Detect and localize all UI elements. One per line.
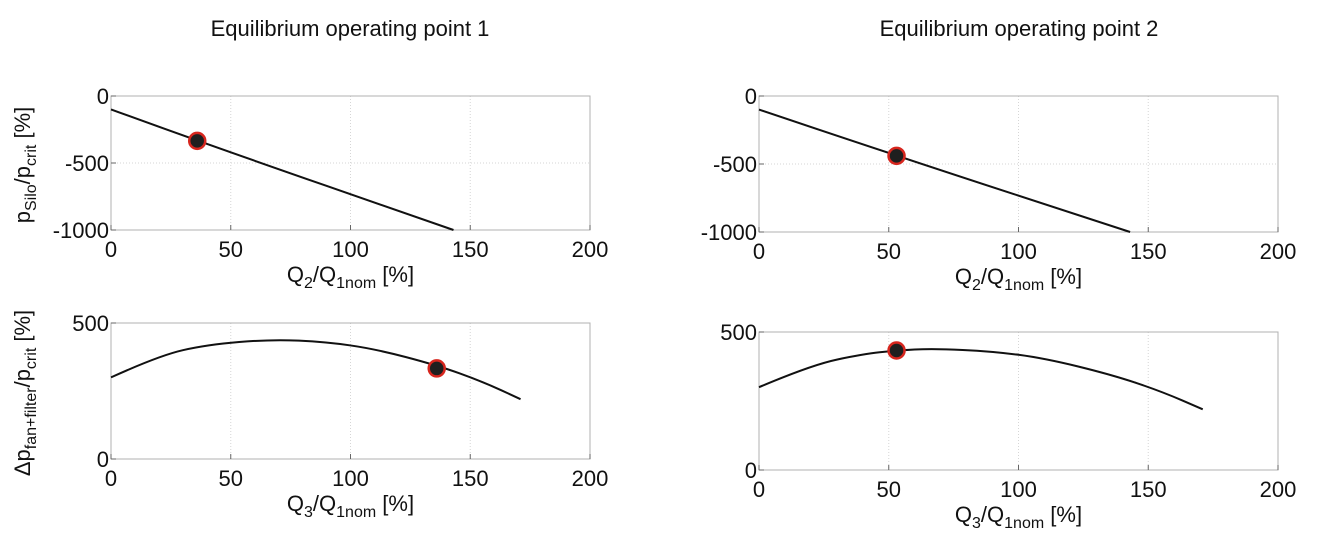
chart-title-2: Equilibrium operating point 2 <box>879 16 1159 41</box>
x-axis-label: Q3/Q1nom [%] <box>955 502 1082 532</box>
x-tick-label: 200 <box>572 466 609 491</box>
x-tick-label: 50 <box>219 466 243 491</box>
chart-panel-2: 0 50 100 150 200 0 500 Q3/Q1nom [%] Δpfan+filter… <box>10 310 608 521</box>
y-tick-label: 500 <box>72 311 109 336</box>
y-tick-label: 0 <box>97 447 109 472</box>
x-tick-label: 200 <box>572 237 609 262</box>
x-tick-label: 150 <box>452 466 489 491</box>
x-tick-label: 200 <box>1260 477 1297 502</box>
x-axis-label: Q2/Q1nom [%] <box>287 262 414 292</box>
x-tick-label: 0 <box>753 477 765 502</box>
series-line-1 <box>758 108 1131 233</box>
y-axis-label: Δpfan+filter/pcrit [%] <box>10 310 40 476</box>
y-tick-label: 0 <box>745 458 757 483</box>
x-tick-label: 100 <box>332 466 369 491</box>
y-axis-label: pSilo/pcrit [%] <box>10 107 40 224</box>
x-tick-label: 150 <box>1130 239 1167 264</box>
x-axis-label: Q2/Q1nom [%] <box>955 264 1082 294</box>
y-tick-label: -1000 <box>701 220 757 245</box>
x-tick-label: 200 <box>1260 239 1297 264</box>
chart-panel-1: 0 50 100 150 200 0 -500 -1000 Q2/Q1nom [%] pSilo/… <box>10 84 608 292</box>
equilibrium-point-marker <box>427 359 446 378</box>
equilibrium-point-marker <box>887 146 906 166</box>
y-tick-label: -1000 <box>53 218 109 243</box>
series-line-1 <box>110 108 454 231</box>
axes-frame <box>110 322 591 460</box>
x-tick-label: 100 <box>1000 239 1037 264</box>
x-tick-label: 0 <box>105 466 117 491</box>
x-tick-label: 0 <box>753 239 765 264</box>
chart-panel-3: 0 50 100 150 200 0 -500 -1000 Q2/Q1nom [%] <box>701 84 1297 294</box>
x-tick-label: 50 <box>877 239 901 264</box>
series-line-1 <box>758 348 1204 411</box>
chart-title-1: Equilibrium operating point 1 <box>210 16 490 41</box>
y-tick-label: 0 <box>97 84 109 109</box>
x-tick-label: 100 <box>1000 477 1037 502</box>
y-tick-label: -500 <box>65 151 109 176</box>
x-tick-label: 150 <box>1130 477 1167 502</box>
y-tick-label: -500 <box>713 152 757 177</box>
x-tick-label: 150 <box>452 237 489 262</box>
x-axis-label: Q3/Q1nom [%] <box>287 491 414 521</box>
x-tick-label: 50 <box>877 477 901 502</box>
equilibrium-point-marker <box>187 131 207 151</box>
x-tick-label: 100 <box>332 237 369 262</box>
series-line-1 <box>110 339 521 401</box>
x-tick-label: 0 <box>105 237 117 262</box>
chart-panel-4: 0 50 100 150 200 0 500 Q3/Q1nom [%] <box>720 320 1296 532</box>
equilibrium-point-marker <box>887 341 906 360</box>
y-tick-label: 0 <box>745 84 757 109</box>
y-tick-label: 500 <box>720 320 757 345</box>
x-tick-label: 50 <box>219 237 243 262</box>
